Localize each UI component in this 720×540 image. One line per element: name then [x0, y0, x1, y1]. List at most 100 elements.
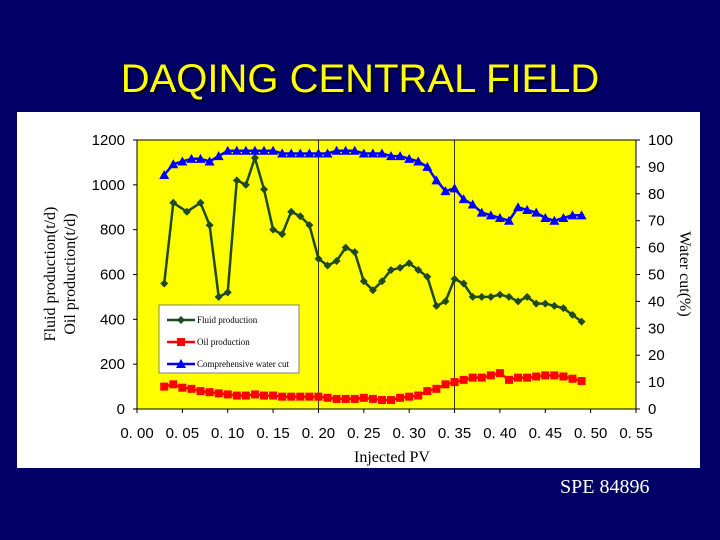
y2-tick-label: 70	[648, 213, 665, 230]
data-point-fluid	[205, 221, 214, 230]
data-point-oil	[550, 371, 559, 380]
data-point-water-cut	[295, 148, 306, 158]
data-point-fluid	[550, 301, 559, 310]
data-point-fluid	[486, 292, 495, 301]
data-point-water-cut	[404, 153, 415, 163]
y2-tick-label: 60	[648, 240, 665, 257]
data-point-water-cut	[395, 151, 406, 161]
data-point-fluid	[396, 263, 405, 272]
data-point-oil	[196, 387, 205, 396]
data-point-fluid	[314, 254, 323, 263]
y2-tick-label: 50	[648, 267, 665, 284]
data-point-fluid	[559, 304, 568, 313]
y2-tick-label: 80	[648, 186, 665, 203]
data-point-oil	[387, 396, 396, 405]
data-point-water-cut	[340, 145, 351, 155]
chart-panel: 0. 00 0. 05 0. 10 0. 15 0. 20 0. 25 0. 30 0. 35…	[17, 112, 700, 468]
x-tick-label: 0. 55	[619, 425, 652, 442]
data-point-fluid	[332, 257, 341, 266]
legend-marker-oil	[177, 338, 185, 346]
data-point-oil	[205, 388, 214, 397]
data-point-water-cut	[567, 210, 578, 220]
y2-tick-label: 20	[648, 347, 665, 364]
y-tick-label: 400	[100, 311, 125, 328]
data-point-fluid	[368, 286, 377, 295]
data-point-fluid	[504, 292, 513, 301]
x-tick-label: 0. 50	[574, 425, 607, 442]
data-point-water-cut	[413, 156, 424, 166]
data-point-water-cut	[476, 207, 487, 217]
data-point-fluid	[432, 301, 441, 310]
data-point-water-cut	[576, 210, 587, 220]
data-point-oil	[187, 384, 196, 393]
data-point-fluid	[459, 279, 468, 288]
y2-tick-label: 0	[648, 401, 656, 418]
data-point-fluid	[223, 288, 232, 297]
data-point-oil	[477, 373, 486, 382]
data-point-fluid	[423, 272, 432, 281]
data-point-oil	[495, 369, 504, 378]
data-point-water-cut	[313, 148, 324, 158]
y2-axis-label: Water cut(%)	[676, 231, 693, 316]
data-point-water-cut	[231, 145, 242, 155]
data-point-water-cut	[503, 215, 514, 225]
data-point-water-cut	[558, 213, 569, 223]
data-point-fluid	[350, 248, 359, 257]
data-point-fluid	[495, 290, 504, 299]
legend-marker-fluid	[177, 316, 185, 324]
data-point-water-cut	[186, 153, 197, 163]
data-point-oil	[396, 393, 405, 402]
data-point-water-cut	[513, 202, 524, 212]
data-point-water-cut	[240, 145, 251, 155]
data-point-fluid	[214, 292, 223, 301]
y-tick-label: 800	[100, 222, 125, 239]
data-point-fluid	[169, 198, 178, 207]
data-point-oil	[241, 391, 250, 400]
data-point-water-cut	[358, 148, 369, 158]
y-tick-label: 200	[100, 356, 125, 373]
data-point-water-cut	[286, 148, 297, 158]
legend-marker-water-cut	[176, 359, 186, 368]
data-point-oil	[296, 392, 305, 401]
data-point-oil	[250, 390, 259, 399]
data-point-fluid	[450, 274, 459, 283]
data-point-fluid	[160, 279, 169, 288]
data-point-water-cut	[376, 148, 387, 158]
data-point-water-cut	[467, 199, 478, 209]
y-axis-label-fluid: Fluid production(t/d)	[42, 207, 59, 342]
x-tick-label: 0. 35	[438, 425, 471, 442]
line-chart: 0. 00 0. 05 0. 10 0. 15 0. 20 0. 25 0. 30 0. 35…	[42, 132, 693, 466]
x-tick-label: 0. 20	[302, 425, 335, 442]
data-point-fluid	[441, 297, 450, 306]
data-point-fluid	[405, 259, 414, 268]
y-axis-label-oil: Oil production(t/d)	[62, 213, 79, 334]
data-point-fluid	[341, 243, 350, 252]
data-point-oil	[278, 392, 287, 401]
data-point-oil	[514, 373, 523, 382]
data-point-oil	[450, 378, 459, 387]
data-point-water-cut	[458, 194, 469, 204]
y-tick-label: 600	[100, 267, 125, 284]
data-point-fluid	[387, 266, 396, 275]
data-point-oil	[260, 391, 269, 400]
data-point-oil	[541, 371, 550, 380]
data-point-oil	[559, 372, 568, 381]
data-point-oil	[432, 384, 441, 393]
x-tick-label: 0. 40	[483, 425, 516, 442]
data-point-oil	[414, 391, 423, 400]
y2-tick-label: 10	[648, 374, 665, 391]
data-point-fluid	[182, 207, 191, 216]
data-point-fluid	[241, 180, 250, 189]
data-point-water-cut	[213, 151, 224, 161]
data-point-water-cut	[249, 145, 260, 155]
data-point-fluid	[568, 310, 577, 319]
y-tick-label: 0	[117, 401, 125, 418]
data-point-water-cut	[522, 204, 533, 214]
y2-tick-label: 40	[648, 293, 665, 310]
data-point-water-cut	[177, 156, 188, 166]
data-point-water-cut	[268, 145, 279, 155]
data-point-water-cut	[494, 213, 505, 223]
x-tick-label: 0. 10	[211, 425, 244, 442]
data-point-oil	[269, 391, 278, 400]
x-tick-label: 0. 15	[256, 425, 289, 442]
